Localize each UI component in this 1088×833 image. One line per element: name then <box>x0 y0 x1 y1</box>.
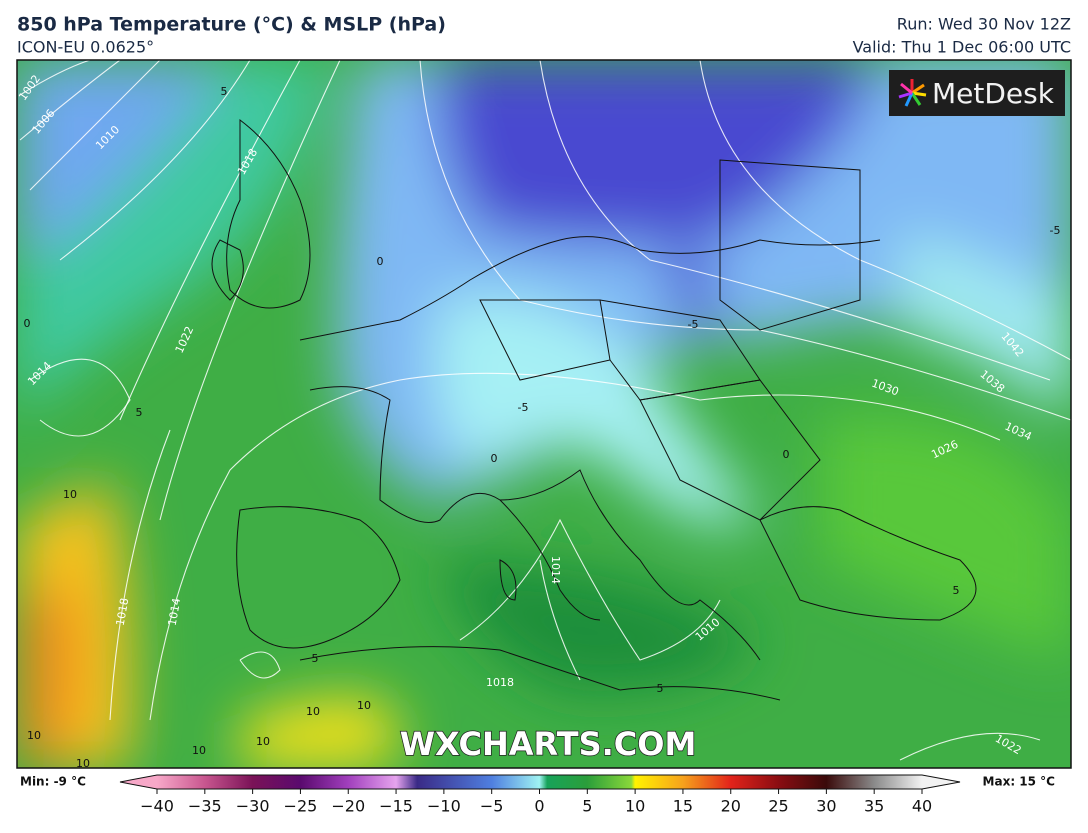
isotherm-label: 10 <box>357 699 371 712</box>
watermark: WXCHARTS.COM <box>400 725 697 763</box>
colorbar-tick-label: 20 <box>721 797 741 816</box>
logo-icon <box>898 79 927 107</box>
isotherm-label: 0 <box>491 452 498 465</box>
valid-label: Valid: Thu 1 Dec 06:00 UTC <box>853 38 1071 57</box>
isobar-label: 1018 <box>486 676 514 689</box>
isobar-label: 1014 <box>166 597 184 627</box>
colorbar-tick-label: 5 <box>582 797 592 816</box>
colorbar-tick-label: −5 <box>480 797 504 816</box>
isotherm-label: 10 <box>256 735 270 748</box>
isotherm-label: 5 <box>221 85 228 98</box>
colorbar-tick-label: −15 <box>379 797 413 816</box>
isobar-label: 1018 <box>114 597 132 627</box>
isotherm-label: 0 <box>24 317 31 330</box>
isotherm-label: 10 <box>63 488 77 501</box>
isotherm-label: 5 <box>312 652 319 665</box>
isotherm-label: -5 <box>518 401 529 414</box>
colorbar-tick-label: −40 <box>140 797 174 816</box>
isotherm-label: 5 <box>953 584 960 597</box>
colorbar-tick-label: −25 <box>284 797 318 816</box>
colorbar-tick-label: 35 <box>864 797 884 816</box>
isotherm-label: -5 <box>688 318 699 331</box>
min-label: Min: -9 °C <box>20 775 86 789</box>
isotherm-label: 5 <box>657 682 664 695</box>
colorbar-tick-label: 30 <box>816 797 836 816</box>
colorbar-tick-label: −35 <box>188 797 222 816</box>
colorbar-tick-label: 15 <box>673 797 693 816</box>
isotherm-label: 0 <box>377 255 384 268</box>
map-frame <box>16 59 1072 769</box>
colorbar-tick-label: 10 <box>625 797 645 816</box>
max-label: Max: 15 °C <box>983 775 1056 789</box>
isotherm-label: 10 <box>27 729 41 742</box>
isotherm-label: 5 <box>136 406 143 419</box>
isobars <box>19 60 1071 761</box>
colorbar <box>119 774 961 790</box>
logo-text: MetDesk <box>932 77 1055 110</box>
colorbar-tick-label: 40 <box>912 797 932 816</box>
model-label: ICON-EU 0.0625° <box>17 38 154 57</box>
run-label: Run: Wed 30 Nov 12Z <box>897 15 1071 34</box>
colorbar-tick-label: 25 <box>768 797 788 816</box>
colorbar-tick-label: −20 <box>331 797 365 816</box>
colorbar-tick-label: 0 <box>534 797 544 816</box>
isotherm-label: 10 <box>192 744 206 757</box>
colorbar-tick-label: −10 <box>427 797 461 816</box>
coastlines <box>211 118 977 701</box>
colorbar-tick-label: −30 <box>236 797 270 816</box>
isotherm-label: -5 <box>1050 224 1061 237</box>
title: 850 hPa Temperature (°C) & MSLP (hPa) <box>17 14 446 36</box>
isotherm-label: 10 <box>76 757 90 770</box>
isotherm-label: 0 <box>783 448 790 461</box>
isotherm-label: 10 <box>306 705 320 718</box>
isobar-label: 1014 <box>549 556 562 584</box>
